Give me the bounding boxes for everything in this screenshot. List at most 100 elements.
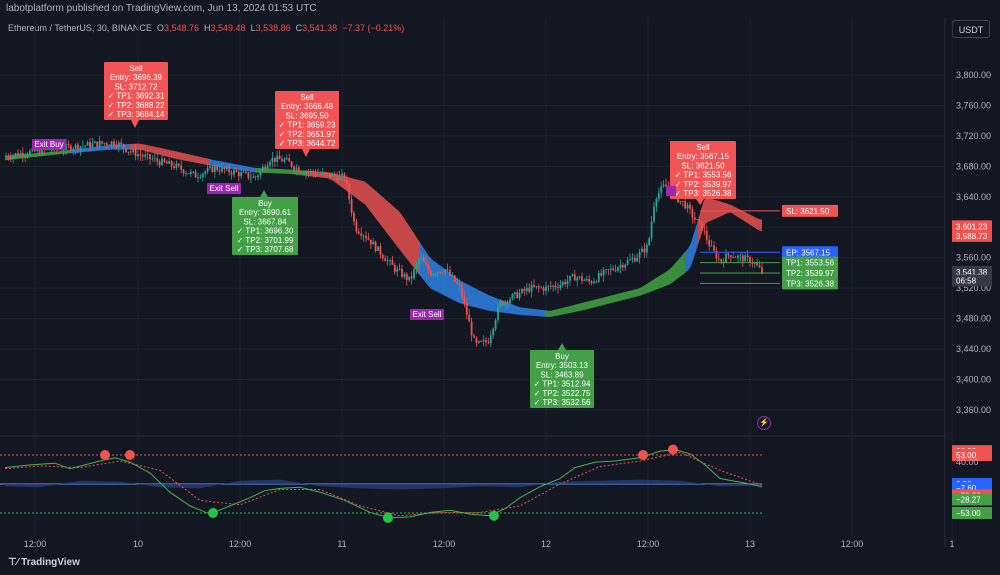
- candle-body: [701, 221, 703, 231]
- candle-body: [746, 255, 749, 257]
- candle-body: [657, 192, 660, 199]
- candle-body: [278, 155, 281, 160]
- osc-signal-dot: [638, 450, 648, 460]
- candle-body: [509, 299, 511, 304]
- candle-body: [398, 268, 401, 270]
- signal-box-sell[interactable]: [104, 62, 168, 120]
- signal-line-text: Entry: 3666.48: [281, 102, 334, 111]
- exit-signal-tag-partial[interactable]: [666, 186, 676, 196]
- candle-body: [710, 245, 713, 247]
- candle-body: [221, 167, 223, 172]
- exit-signal-tag[interactable]: [410, 309, 444, 320]
- candle-body: [597, 273, 600, 282]
- candle-body: [9, 157, 12, 159]
- price-label-badge: [952, 274, 992, 287]
- signal-box-buy[interactable]: [232, 197, 298, 255]
- price-tick-label: 3,560.00: [956, 253, 991, 263]
- candle-body: [513, 292, 516, 295]
- signal-line-text: ✓ TP1: 3553.56: [675, 171, 732, 180]
- signal-line-text: Entry: 3690.61: [239, 208, 292, 217]
- open-label: O: [156, 23, 164, 33]
- candle-body: [141, 155, 144, 157]
- candle-body: [19, 153, 22, 156]
- signal-line-text: Buy: [555, 352, 569, 361]
- candle-body: [127, 151, 130, 153]
- candle-body: [547, 285, 550, 287]
- candle-body: [689, 204, 691, 209]
- candle-body: [336, 176, 339, 181]
- candle-body: [576, 277, 579, 281]
- level-tag[interactable]: [782, 256, 838, 269]
- time-tick-label: 12: [541, 539, 551, 549]
- candle-body: [641, 248, 643, 252]
- candle-body: [446, 269, 449, 271]
- trend-band-segment: [255, 167, 305, 176]
- candle-body: [451, 275, 454, 277]
- signal-box-sell[interactable]: [275, 91, 339, 149]
- candle-body: [273, 157, 276, 162]
- candle-body: [619, 265, 622, 268]
- candle-body: [679, 200, 682, 203]
- candle-body: [391, 260, 394, 265]
- alert-icon[interactable]: ⚡: [757, 416, 771, 430]
- candle-body: [485, 340, 487, 343]
- candle-body: [115, 145, 118, 147]
- candle-body: [561, 282, 564, 285]
- price-tick-label: 3,520.00: [956, 283, 991, 293]
- candle-body: [578, 276, 581, 278]
- level-tag[interactable]: [782, 246, 838, 259]
- candle-body: [249, 177, 252, 179]
- exit-signal-tag[interactable]: [207, 183, 241, 194]
- candle-body: [324, 172, 327, 174]
- candle-body: [386, 260, 389, 262]
- candle-body: [549, 285, 552, 287]
- candle-body: [105, 143, 108, 145]
- candle-body: [285, 158, 288, 160]
- candle-body: [516, 292, 519, 298]
- exit-signal-tag[interactable]: [32, 139, 66, 150]
- signal-box-sell[interactable]: [670, 141, 736, 199]
- level-tag[interactable]: [782, 266, 838, 279]
- candle-body: [139, 154, 142, 156]
- candle-body: [225, 167, 228, 170]
- level-tag[interactable]: [782, 204, 838, 217]
- candle-body: [410, 276, 413, 279]
- signal-pointer: [131, 120, 139, 128]
- signal-box-buy[interactable]: [530, 350, 594, 408]
- candle-body: [103, 143, 106, 144]
- candle-body: [355, 221, 358, 232]
- logo-mark-icon: ⊤⁄: [8, 557, 19, 568]
- candle-body: [122, 144, 125, 149]
- candle-body: [732, 257, 735, 258]
- osc-value-text: 40.00: [956, 457, 979, 467]
- symbol-title[interactable]: Ethereum / TetherUS, 30, BINANCE: [8, 23, 152, 33]
- candle-body: [415, 264, 418, 270]
- change-value: −7.37 (−0.21%): [342, 23, 405, 33]
- high-label: H: [204, 23, 211, 33]
- candle-body: [437, 272, 439, 275]
- exit-signal-text: Exit Sell: [413, 310, 442, 319]
- exit-signal-text: Exit Sell: [210, 184, 239, 193]
- candle-body: [321, 172, 324, 175]
- candle-body: [473, 335, 475, 338]
- candle-body: [638, 251, 641, 258]
- level-tag[interactable]: [782, 277, 838, 290]
- candle-body: [621, 265, 624, 268]
- candle-body: [533, 284, 535, 287]
- oscillator-pane: 60.0053.0040.000.00−7.60−20.66−28.27−53.…: [0, 444, 992, 523]
- osc-value-text: −53.00: [956, 509, 981, 518]
- candle-body: [660, 186, 663, 193]
- candle-body: [271, 157, 274, 162]
- candle-body: [125, 148, 127, 152]
- osc-signal-dot: [383, 512, 393, 523]
- candle-body: [168, 161, 171, 164]
- candle-body: [374, 241, 377, 251]
- candle-body: [751, 262, 754, 264]
- candle-body: [283, 159, 286, 162]
- signal-line-text: ✓ TP1: 3696.30: [237, 227, 294, 236]
- candle-body: [377, 246, 379, 251]
- signal-line-text: ✓ TP1: 3659.23: [279, 121, 336, 130]
- candle-body: [341, 173, 343, 176]
- candle-body: [708, 239, 711, 247]
